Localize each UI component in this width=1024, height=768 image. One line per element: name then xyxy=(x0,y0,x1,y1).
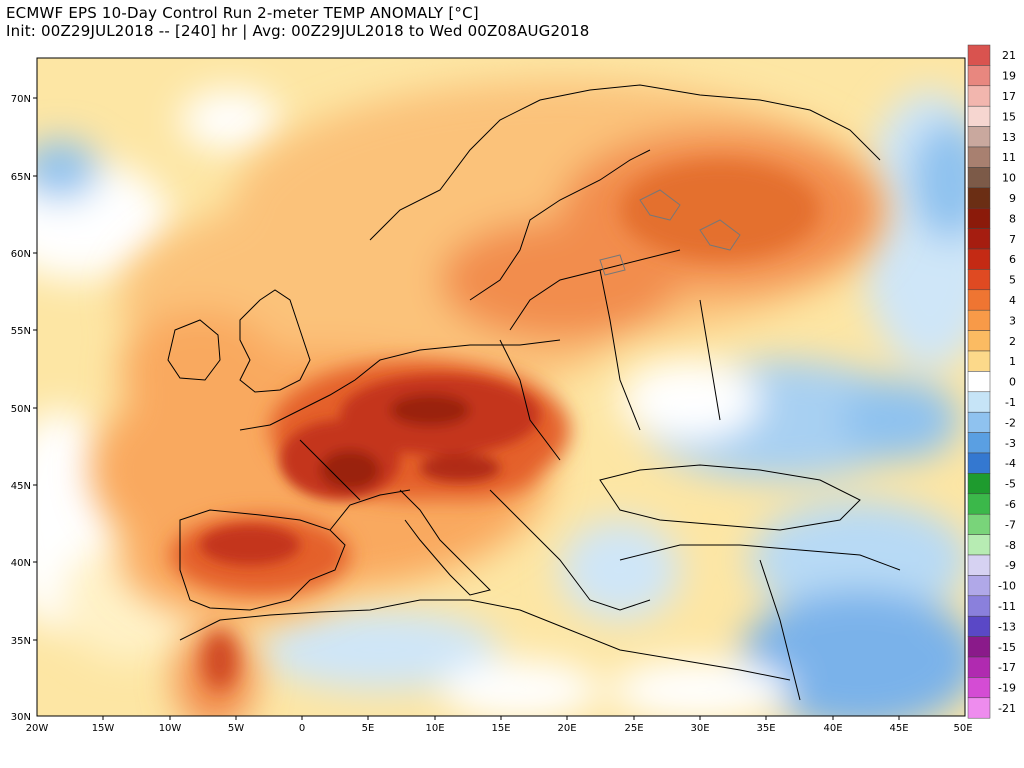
lon-label: 0 xyxy=(299,723,305,734)
lon-label: 25E xyxy=(624,723,643,734)
lat-label: 70N xyxy=(11,94,31,105)
colorbar-swatch xyxy=(967,350,991,372)
colorbar: 211917151311109876543210-1-2-3-4-5-6-7-8… xyxy=(967,44,1016,719)
colorbar-swatch xyxy=(967,85,991,107)
colorbar-swatch xyxy=(967,391,991,413)
colorbar-swatch xyxy=(967,595,991,617)
colorbar-swatch xyxy=(967,575,991,597)
colorbar-label: 6 xyxy=(1009,253,1016,266)
colorbar-label: 11 xyxy=(1002,151,1016,164)
colorbar-swatch xyxy=(967,187,991,209)
lon-label: 10W xyxy=(159,723,182,734)
colorbar-label: -11 xyxy=(998,600,1016,613)
colorbar-swatch xyxy=(967,105,991,127)
colorbar-swatch xyxy=(967,656,991,678)
colorbar-swatch xyxy=(967,493,991,515)
latitude-axis: 70N 65N 60N 55N 50N 45N 40N 35N 30N xyxy=(11,94,37,723)
lon-label: 15W xyxy=(92,723,115,734)
colorbar-swatch xyxy=(967,411,991,433)
colorbar-swatch xyxy=(967,452,991,474)
colorbar-swatch xyxy=(967,65,991,87)
colorbar-label: 5 xyxy=(1009,274,1016,287)
longitude-axis: 20W 15W 10W 5W 0 5E 10E 15E 20E 25E 30E … xyxy=(26,716,973,734)
colorbar-label: 13 xyxy=(1002,131,1016,144)
colorbar-label: 4 xyxy=(1009,294,1016,307)
lon-label: 10E xyxy=(425,723,444,734)
colorbar-label: -3 xyxy=(1005,437,1016,450)
lakes xyxy=(599,189,741,276)
lat-label: 40N xyxy=(11,558,31,569)
colorbar-label: -7 xyxy=(1005,518,1016,531)
lon-label: 20E xyxy=(557,723,576,734)
lon-label: 30E xyxy=(690,723,709,734)
lon-label: 5W xyxy=(228,723,244,734)
colorbar-label: 17 xyxy=(1002,90,1016,103)
colorbar-label: -1 xyxy=(1005,396,1016,409)
colorbar-swatch xyxy=(967,513,991,535)
lon-label: 40E xyxy=(823,723,842,734)
lon-label: 20W xyxy=(26,723,49,734)
lon-label: 5E xyxy=(362,723,375,734)
colorbar-swatch xyxy=(967,697,991,719)
colorbar-swatch xyxy=(967,269,991,291)
colorbar-swatch xyxy=(967,615,991,637)
lat-label: 30N xyxy=(11,712,31,723)
colorbar-label: -13 xyxy=(998,620,1016,633)
lon-label: 45E xyxy=(889,723,908,734)
colorbar-swatch xyxy=(967,167,991,189)
colorbar-label: 19 xyxy=(1002,70,1016,83)
lat-label: 50N xyxy=(11,404,31,415)
colorbar-swatch xyxy=(967,554,991,576)
colorbar-swatch xyxy=(967,432,991,454)
colorbar-label: -17 xyxy=(998,661,1016,674)
colorbar-swatch xyxy=(967,289,991,311)
colorbar-label: -6 xyxy=(1005,498,1016,511)
colorbar-label: -4 xyxy=(1005,457,1016,470)
lat-label: 45N xyxy=(11,481,31,492)
colorbar-label: 9 xyxy=(1009,192,1016,205)
colorbar-label: 2 xyxy=(1009,335,1016,348)
colorbar-label: -8 xyxy=(1005,539,1016,552)
colorbar-label: -21 xyxy=(998,702,1016,715)
colorbar-swatch xyxy=(967,126,991,148)
colorbar-label: -9 xyxy=(1005,559,1016,572)
chart-title: ECMWF EPS 10-Day Control Run 2-meter TEM… xyxy=(6,4,479,22)
colorbar-label: 10 xyxy=(1002,172,1016,185)
colorbar-swatch xyxy=(967,677,991,699)
lon-label: 50E xyxy=(953,723,972,734)
colorbar-swatch xyxy=(967,309,991,331)
colorbar-swatch xyxy=(967,371,991,393)
lat-label: 65N xyxy=(11,172,31,183)
colorbar-swatch xyxy=(967,473,991,495)
lat-label: 55N xyxy=(11,326,31,337)
lon-label: 35E xyxy=(756,723,775,734)
lat-label: 60N xyxy=(11,249,31,260)
colorbar-swatch xyxy=(967,636,991,658)
colorbar-swatch xyxy=(967,228,991,250)
colorbar-label: 7 xyxy=(1009,233,1016,246)
lon-label: 15E xyxy=(491,723,510,734)
colorbar-label: -15 xyxy=(998,641,1016,654)
colorbar-swatch xyxy=(967,207,991,229)
colorbar-label: -19 xyxy=(998,682,1016,695)
coastlines xyxy=(167,84,901,701)
colorbar-swatch xyxy=(967,248,991,270)
colorbar-label: 15 xyxy=(1002,110,1016,123)
colorbar-label: -2 xyxy=(1005,416,1016,429)
colorbar-label: 1 xyxy=(1009,355,1016,368)
colorbar-swatch xyxy=(967,146,991,168)
colorbar-swatch xyxy=(967,44,991,66)
colorbar-label: 8 xyxy=(1009,212,1016,225)
colorbar-swatch xyxy=(967,330,991,352)
lat-label: 35N xyxy=(11,636,31,647)
anomaly-field xyxy=(37,58,965,716)
colorbar-label: 21 xyxy=(1002,49,1016,62)
chart-subtitle: Init: 00Z29JUL2018 -- [240] hr | Avg: 00… xyxy=(6,22,590,40)
colorbar-label: 0 xyxy=(1009,376,1016,389)
colorbar-label: -10 xyxy=(998,580,1016,593)
colorbar-label: -5 xyxy=(1005,478,1016,491)
colorbar-label: 3 xyxy=(1009,314,1016,327)
colorbar-swatch xyxy=(967,534,991,556)
